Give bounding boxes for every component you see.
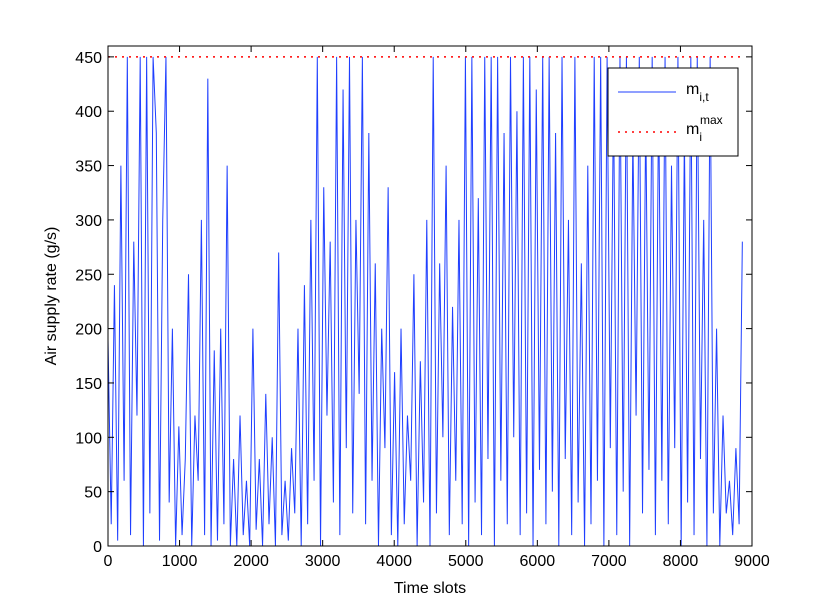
plot-area: [107, 56, 743, 547]
y-tick-label: 450: [75, 50, 102, 67]
x-tick-label: 9000: [734, 553, 770, 570]
x-tick-label: 7000: [591, 553, 627, 570]
x-tick-label: 0: [104, 553, 113, 570]
x-tick-label: 1000: [162, 553, 198, 570]
y-tick-label: 200: [75, 322, 102, 339]
x-tick-label: 8000: [663, 553, 699, 570]
legend-label: mi,t: [686, 81, 709, 104]
y-tick-label: 350: [75, 159, 102, 176]
y-tick-label: 150: [75, 376, 102, 393]
x-tick-label: 6000: [520, 553, 556, 570]
x-tick-label: 5000: [448, 553, 484, 570]
x-tick-label: 4000: [376, 553, 412, 570]
x-tick-label: 2000: [233, 553, 269, 570]
y-tick-label: 0: [93, 539, 102, 556]
y-tick-label: 100: [75, 430, 102, 447]
y-tick-label: 300: [75, 213, 102, 230]
series-line: [107, 56, 743, 547]
axes-box: [107, 45, 753, 547]
y-tick-label: 250: [75, 267, 102, 284]
legend-subscript: i: [699, 130, 702, 144]
y-tick-label: 50: [84, 485, 102, 502]
y-axis-label: Air supply rate (g/s): [43, 227, 60, 366]
y-tick-label: 400: [75, 104, 102, 121]
x-axis-label: Time slots: [394, 580, 466, 597]
x-tick-label: 3000: [305, 553, 341, 570]
legend-label: mi max: [686, 113, 723, 144]
legend-superscript: max: [700, 113, 723, 127]
legend-box: [607, 67, 739, 157]
legend-subscript: i,t: [699, 90, 709, 104]
legend-name: m: [686, 81, 699, 98]
legend-name: m: [686, 121, 699, 138]
